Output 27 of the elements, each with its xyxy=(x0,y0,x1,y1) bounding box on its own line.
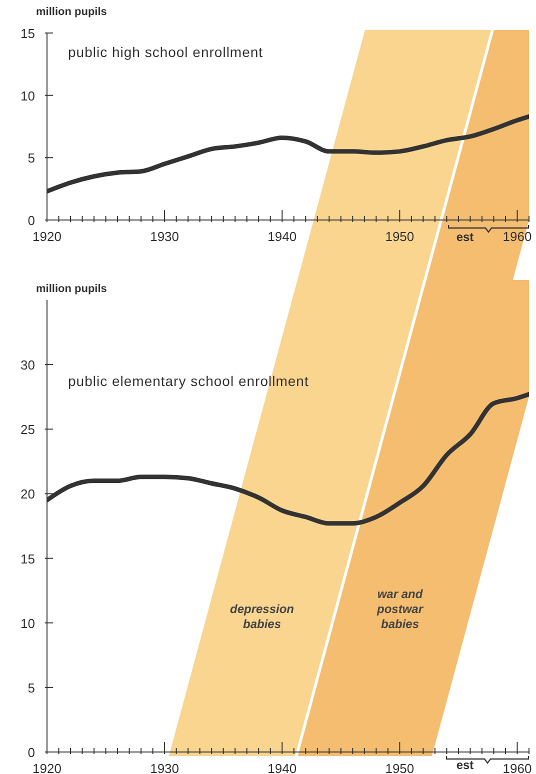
text: est xyxy=(455,230,475,245)
y-tick-label: 0 xyxy=(28,745,35,760)
y-tick-label: 10 xyxy=(20,616,35,631)
y-axis-title: million pupils xyxy=(36,283,107,295)
y-tick-label: 5 xyxy=(28,150,35,166)
y-tick-label: 30 xyxy=(20,358,35,373)
x-tick-label: 1960 xyxy=(502,761,532,774)
x-tick-label: 1940 xyxy=(268,761,297,774)
y-tick-label: 5 xyxy=(28,680,35,696)
y-tick-label: 15 xyxy=(20,26,35,41)
y-tick-label: 0 xyxy=(28,213,35,228)
y-tick-label: 10 xyxy=(20,88,35,104)
x-tick-label: 1930 xyxy=(150,761,180,774)
x-tick-label: 1930 xyxy=(150,229,180,244)
y-tick-label: 20 xyxy=(20,486,35,502)
y-tick-label: 15 xyxy=(20,551,35,566)
y-tick-label: 25 xyxy=(20,422,35,438)
x-tick-label: 1950 xyxy=(385,229,414,244)
text: est xyxy=(455,758,475,773)
annotation: war and postwar babies xyxy=(376,587,424,632)
y-axis-title: million pupils xyxy=(36,6,107,18)
x-tick-label: 1920 xyxy=(32,761,62,774)
text: public high school enrollment xyxy=(68,44,264,60)
x-tick-label: 1950 xyxy=(385,761,414,774)
annotation: depression babies xyxy=(228,602,296,632)
x-tick-label: 1940 xyxy=(268,229,297,244)
x-tick-label: 1920 xyxy=(32,229,62,244)
